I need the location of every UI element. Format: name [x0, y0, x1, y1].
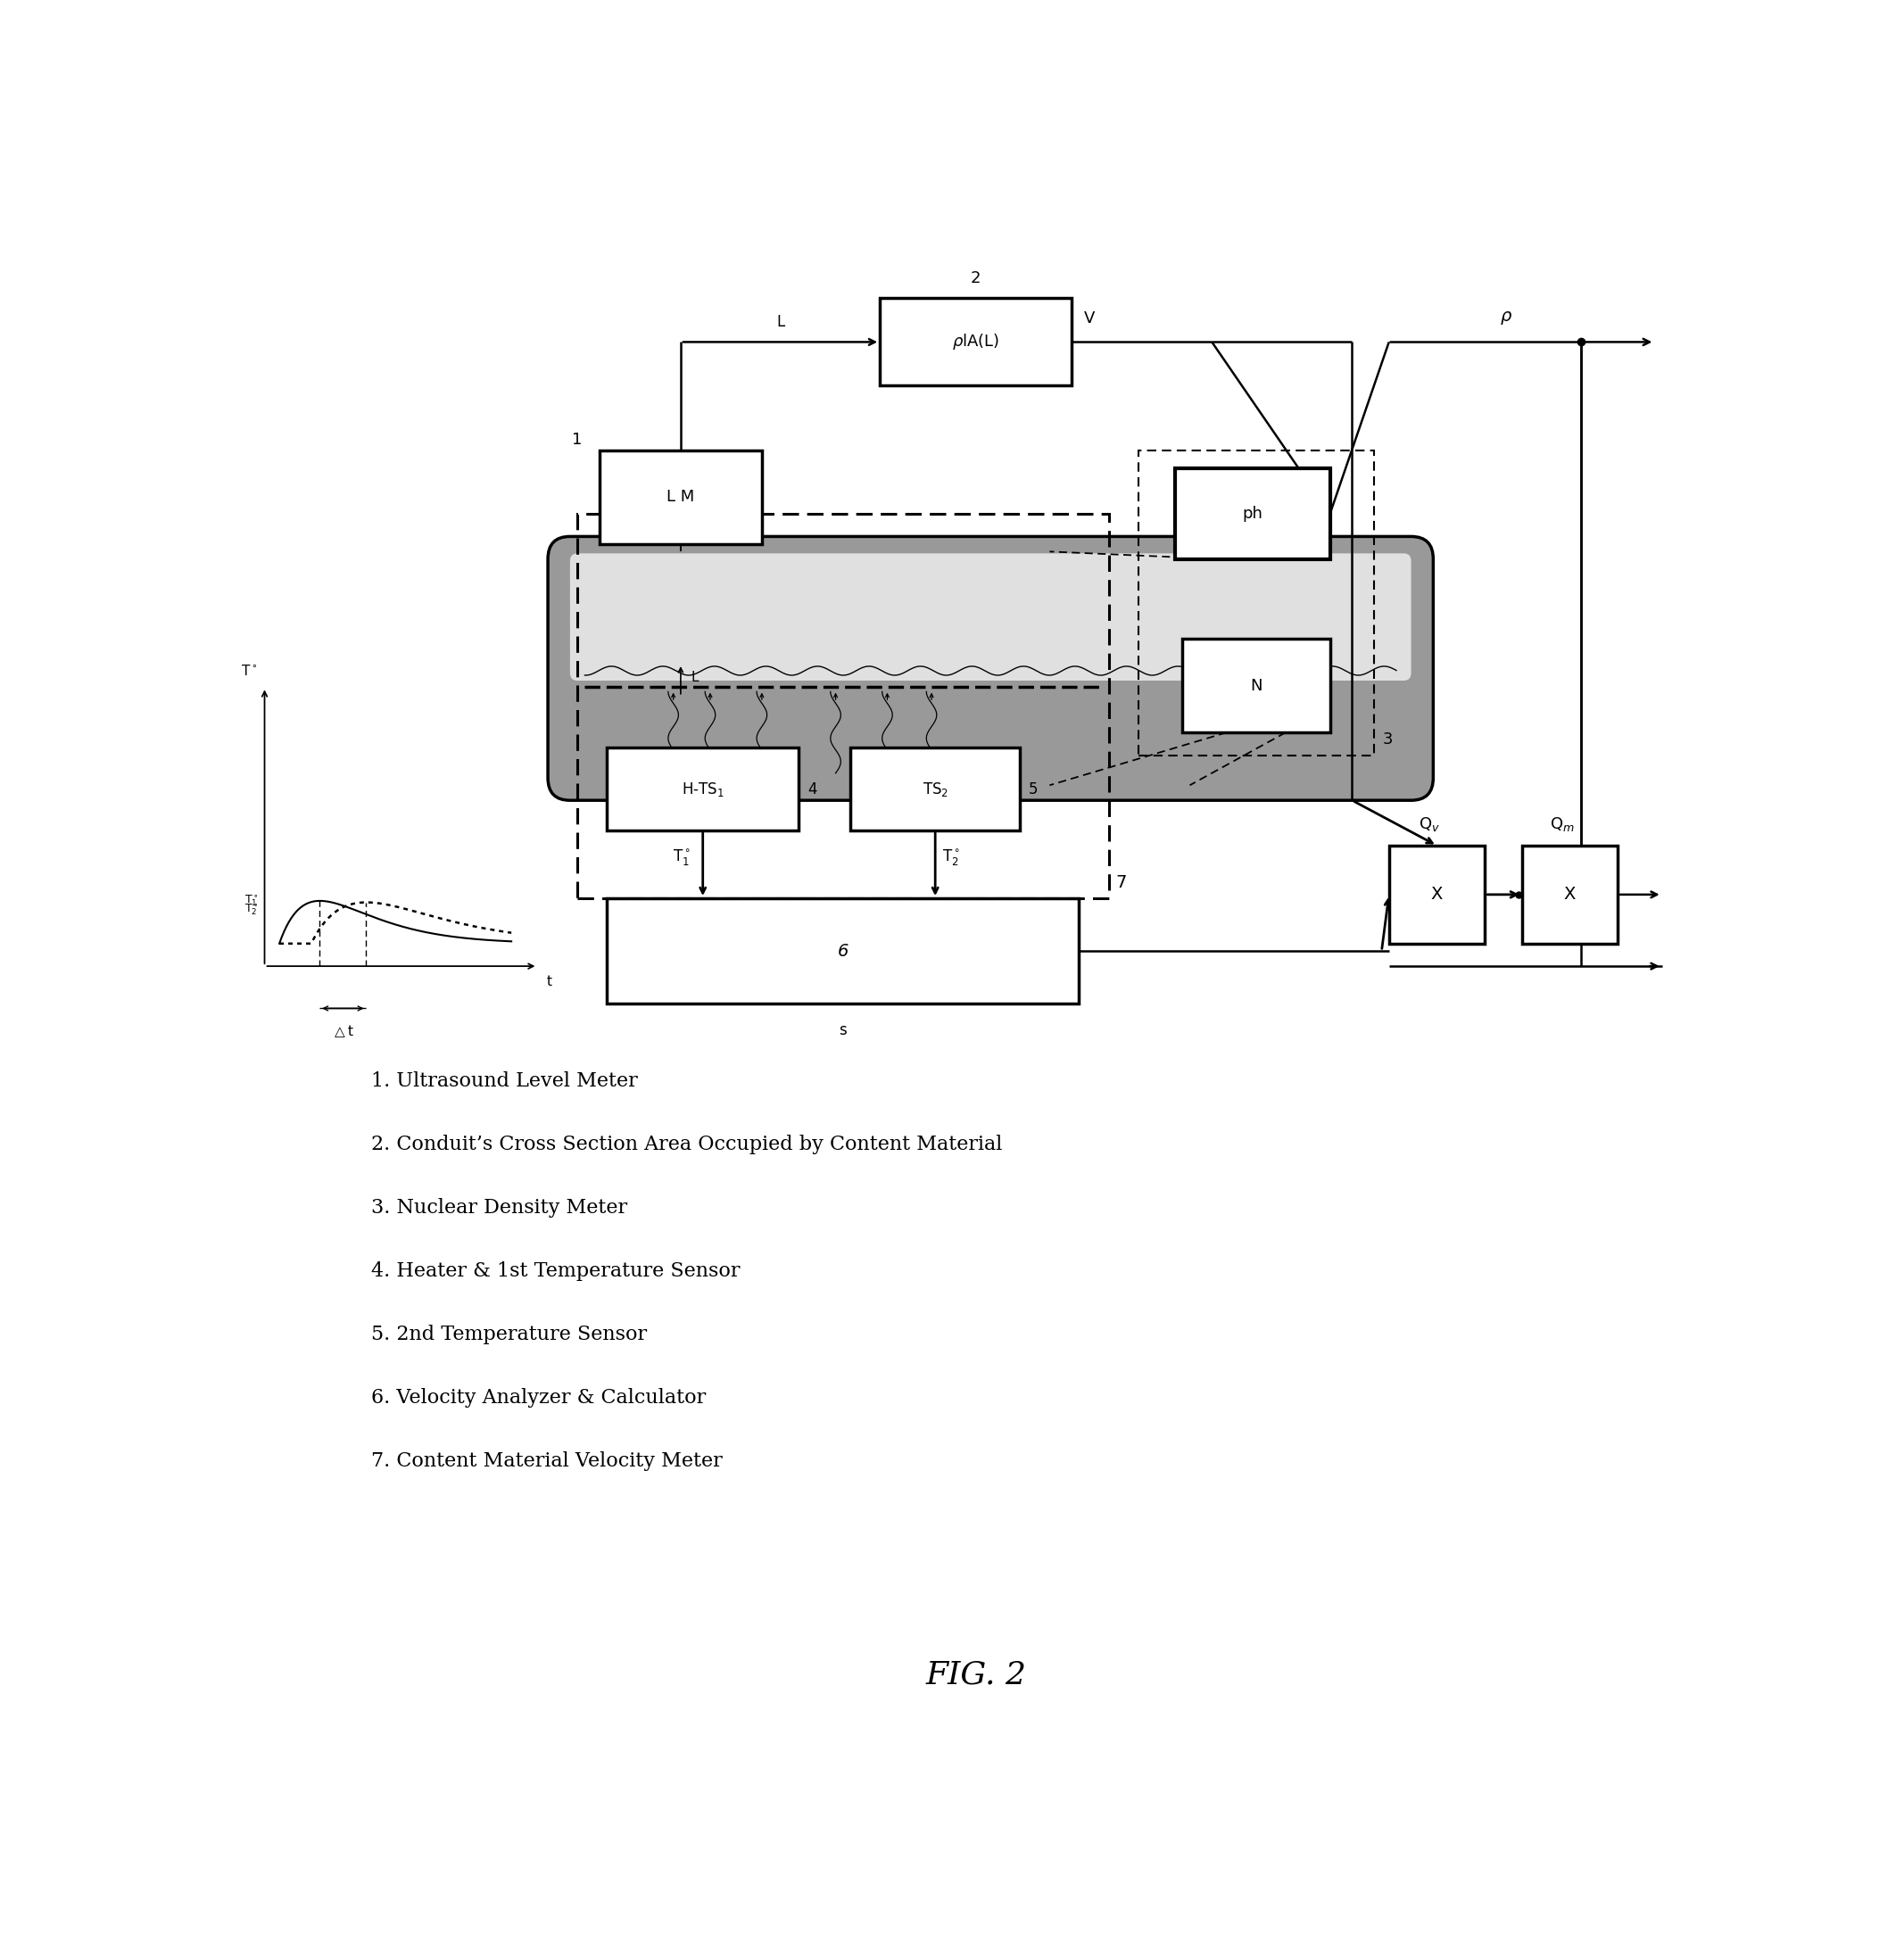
Text: 4. Heater & 1st Temperature Sensor: 4. Heater & 1st Temperature Sensor — [371, 1261, 741, 1281]
FancyBboxPatch shape — [569, 554, 1411, 681]
Bar — [851, 748, 1021, 830]
Text: Q$_v$: Q$_v$ — [1418, 816, 1439, 834]
FancyBboxPatch shape — [548, 552, 1434, 785]
Text: ph: ph — [1241, 505, 1262, 523]
Bar — [600, 450, 762, 544]
Text: L: L — [777, 313, 784, 331]
Text: 6. Velocity Analyzer & Calculator: 6. Velocity Analyzer & Calculator — [371, 1388, 706, 1408]
Bar — [607, 899, 1080, 1004]
Text: N: N — [1251, 677, 1262, 693]
Text: TS$_2$: TS$_2$ — [922, 779, 948, 799]
Text: T$_1^\circ$: T$_1^\circ$ — [246, 893, 259, 909]
Text: T$_1^\circ$: T$_1^\circ$ — [674, 848, 691, 867]
Text: X: X — [1563, 887, 1577, 903]
Text: 6: 6 — [838, 942, 849, 959]
Text: 2: 2 — [971, 270, 981, 286]
Text: L M: L M — [666, 490, 695, 505]
Text: 3: 3 — [1382, 732, 1394, 748]
Bar — [1175, 468, 1331, 560]
Text: X: X — [1432, 887, 1443, 903]
FancyBboxPatch shape — [548, 536, 1434, 801]
Text: Q$_m$: Q$_m$ — [1550, 816, 1575, 834]
Bar — [1390, 846, 1485, 944]
Bar — [1139, 450, 1375, 756]
Text: 5. 2nd Temperature Sensor: 5. 2nd Temperature Sensor — [371, 1326, 647, 1345]
Bar — [1182, 638, 1331, 732]
Text: H-TS$_1$: H-TS$_1$ — [682, 779, 724, 799]
Text: 1. Ultrasound Level Meter: 1. Ultrasound Level Meter — [371, 1071, 638, 1091]
Text: 7: 7 — [1116, 873, 1127, 891]
Bar — [1521, 846, 1618, 944]
Text: 4: 4 — [807, 781, 817, 797]
Text: FIG. 2: FIG. 2 — [925, 1660, 1026, 1690]
Text: V: V — [1083, 311, 1095, 327]
Bar — [607, 748, 800, 830]
Text: T$_2^\circ$: T$_2^\circ$ — [246, 903, 259, 916]
Bar — [880, 298, 1072, 386]
Text: 3. Nuclear Density Meter: 3. Nuclear Density Meter — [371, 1198, 626, 1218]
Text: $\triangle$t: $\triangle$t — [331, 1024, 354, 1040]
Text: 7. Content Material Velocity Meter: 7. Content Material Velocity Meter — [371, 1451, 722, 1470]
Text: 1: 1 — [571, 431, 583, 448]
Text: L: L — [691, 672, 699, 685]
Bar — [577, 513, 1108, 899]
Text: T$_2^\circ$: T$_2^\circ$ — [942, 848, 960, 867]
Text: 2. Conduit’s Cross Section Area Occupied by Content Material: 2. Conduit’s Cross Section Area Occupied… — [371, 1136, 1002, 1155]
Text: T$^\circ$: T$^\circ$ — [240, 664, 257, 677]
Text: 5: 5 — [1028, 781, 1038, 797]
Text: t: t — [546, 975, 552, 989]
Text: $\rho$: $\rho$ — [1500, 309, 1512, 327]
Text: s: s — [840, 1022, 847, 1038]
Text: $\rho$lA(L): $\rho$lA(L) — [952, 333, 1000, 352]
